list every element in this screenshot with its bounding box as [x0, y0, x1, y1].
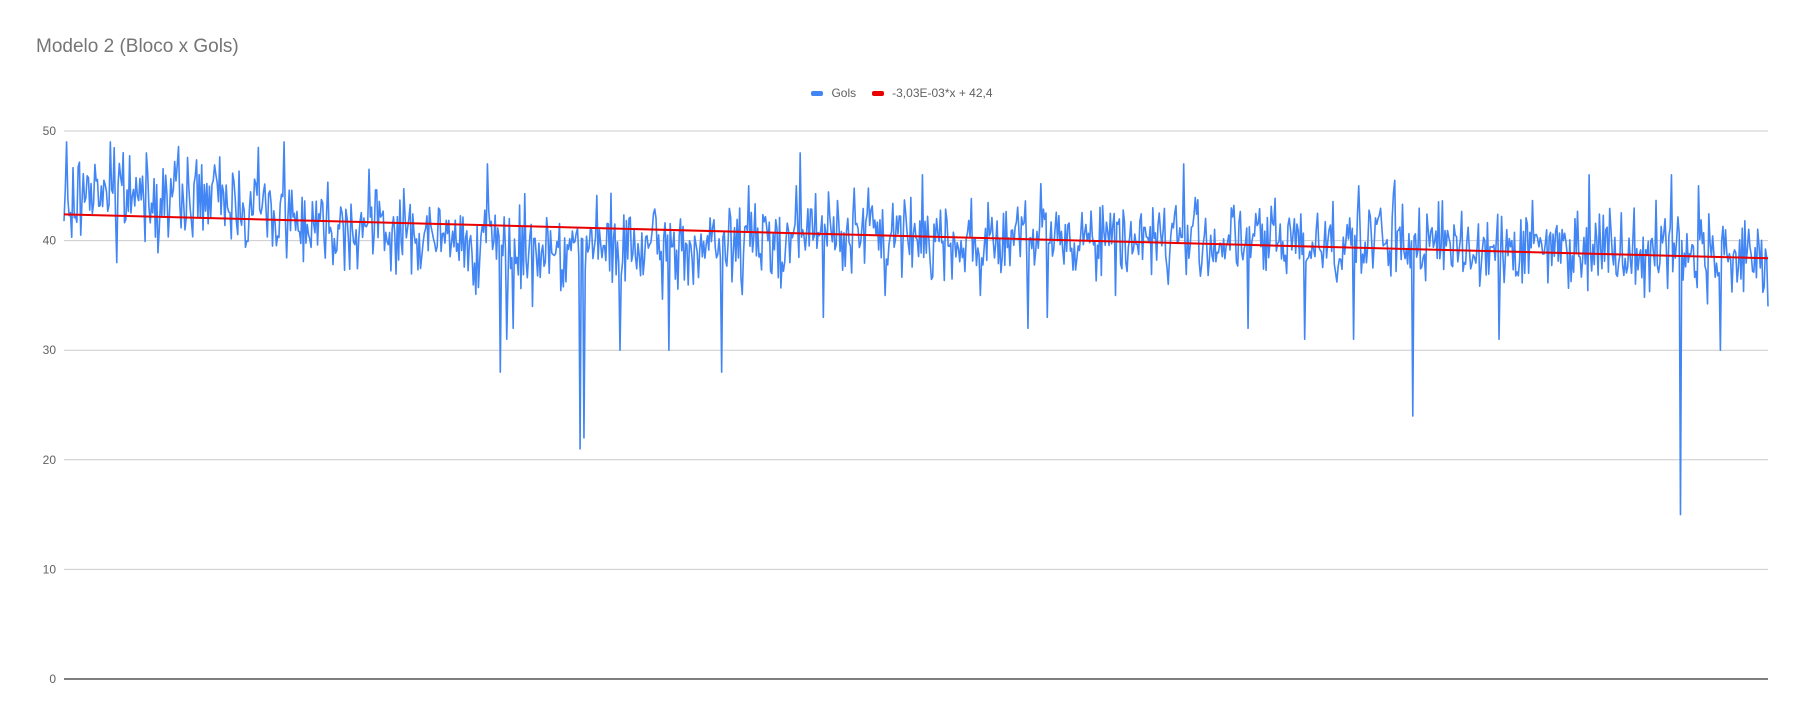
y-tick-label-30: 30 — [43, 343, 57, 357]
y-tick-label-50: 50 — [43, 124, 57, 138]
series-layer — [63, 141, 1769, 516]
legend-item-trendline[interactable]: -3,03E-03*x + 42,4 — [872, 86, 993, 100]
legend-label-gols: Gols — [831, 86, 857, 100]
y-tick-label-0: 0 — [49, 672, 56, 686]
y-tick-label-20: 20 — [43, 453, 57, 467]
legend-item-gols[interactable]: Gols — [811, 86, 856, 100]
series-line-gols — [63, 141, 1769, 516]
chart-title: Modelo 2 (Bloco x Gols) — [36, 36, 239, 57]
legend-label-trendline: -3,03E-03*x + 42,4 — [892, 86, 993, 100]
legend-swatch-trendline — [872, 90, 885, 96]
y-axis-tick-labels: 0 10 20 30 40 50 — [43, 124, 57, 686]
trendline — [63, 213, 1769, 260]
legend: Gols -3,03E-03*x + 42,4 — [0, 84, 1804, 102]
y-tick-label-10: 10 — [43, 562, 57, 576]
y-tick-label-40: 40 — [43, 234, 57, 248]
grid-lines — [64, 130, 1768, 570]
legend-swatch-gols — [811, 90, 824, 96]
